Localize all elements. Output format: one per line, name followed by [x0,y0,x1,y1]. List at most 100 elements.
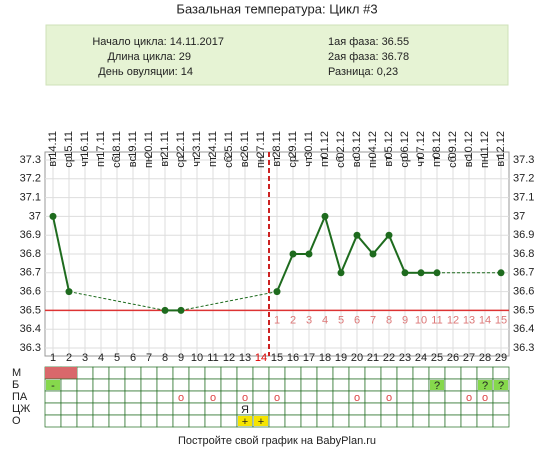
cell [204,378,222,392]
cell [156,402,174,416]
point [369,250,377,258]
row-label: Б [12,379,19,391]
cell [412,390,430,404]
cell [268,378,286,392]
y-tick-label: 37.3 [20,154,41,166]
cell [460,402,478,416]
phase-day: 13 [463,314,475,326]
date-label: 05.12 [383,131,395,159]
point [65,288,73,296]
info-left: Начало цикла: 14.11.2017 [92,36,224,48]
date-label: 15.11 [63,131,75,158]
point [49,212,57,220]
date-label: 03.12 [351,131,363,159]
cell-text: о [210,392,216,404]
point [161,306,169,314]
cell [476,414,494,428]
day-number: 13 [239,352,251,364]
row-label: М [12,367,21,379]
cell [76,414,94,428]
cell [44,414,62,428]
y-tick-label: 36.6 [513,286,534,298]
weekday-label: сб [223,156,235,168]
date-label: 17.11 [95,131,107,158]
series-line [276,253,294,292]
cell [140,378,158,392]
date-label: 14.11 [47,131,59,158]
point [417,269,425,277]
cell-fill [494,380,508,390]
cell [140,414,158,428]
cell [172,402,190,416]
cell [236,378,254,392]
y-tick-label: 37.3 [513,154,534,166]
cell [188,390,206,404]
cell [460,366,478,380]
cell [188,378,206,392]
y-tick-label: 37 [29,210,41,222]
cell [140,366,158,380]
cell [476,366,494,380]
phase-day: 1 [274,314,280,326]
weekday-label: пн [143,156,155,168]
y-tick-label: 36.6 [20,286,41,298]
cell [108,366,126,380]
day-number: 15 [271,352,283,364]
cell [428,366,446,380]
phase-day: 5 [338,314,344,326]
row-label: ЦЖ [12,403,30,415]
date-label: 30.11 [303,131,315,158]
cell-fill [238,416,252,426]
cell [76,378,94,392]
y-tick-label: 36.3 [513,342,534,354]
date-label: 23.11 [191,131,203,158]
point [273,288,281,296]
date-label: 16.11 [79,131,91,158]
cell [140,390,158,404]
cell [60,378,78,392]
cell [396,390,414,404]
day-number: 9 [178,352,184,364]
day-number: 5 [114,352,120,364]
cell [364,366,382,380]
info-right: 1ая фаза: 36.55 [328,36,409,48]
cell [460,414,478,428]
cell [332,402,350,416]
cell [284,402,302,416]
date-label: 02.12 [335,131,347,159]
day-number: 21 [367,352,379,364]
day-number: 2 [66,352,72,364]
date-label: 08.12 [431,131,443,159]
point [305,250,313,258]
cell [204,366,222,380]
cell [140,402,158,416]
date-label: 12.12 [495,131,507,159]
cell [220,390,238,404]
cell [284,378,302,392]
cell [380,366,398,380]
cell [124,402,142,416]
cell [188,402,206,416]
cell [92,390,110,404]
phase-day: 2 [290,314,296,326]
series-line [372,234,390,255]
info-right: Разница: 0,23 [328,66,398,78]
weekday-label: пт [207,156,219,167]
cell [492,366,510,380]
cell-text: + [242,416,248,428]
cell [412,378,430,392]
day-number: 18 [319,352,331,364]
cell [492,414,510,428]
weekday-label: пн [367,156,379,168]
day-number: 16 [287,352,299,364]
y-tick-label: 36.5 [20,304,41,316]
cell [444,402,462,416]
date-label: 25.11 [223,131,235,158]
gap-line [180,291,278,311]
cell [444,414,462,428]
cell [60,414,78,428]
y-tick-label: 37.2 [513,173,534,185]
weekday-label: чт [79,156,91,167]
cell [252,366,270,380]
cell [380,378,398,392]
